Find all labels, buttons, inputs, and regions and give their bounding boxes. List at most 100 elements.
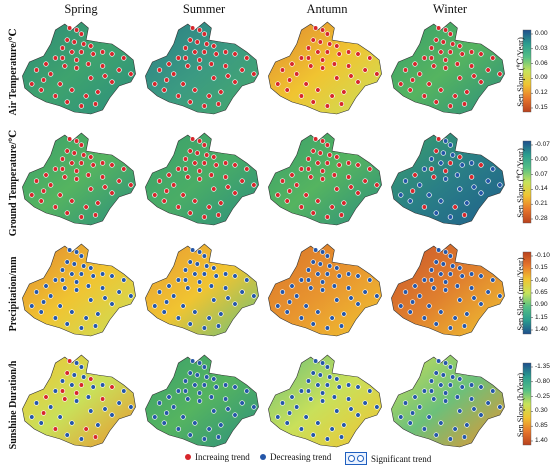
station-marker	[440, 261, 446, 267]
station-marker	[312, 25, 319, 31]
station-marker	[59, 45, 66, 51]
station-marker	[319, 176, 326, 182]
colorbar-1	[522, 140, 532, 224]
station-marker	[59, 277, 66, 283]
station-marker	[166, 172, 172, 178]
station-marker	[355, 412, 361, 418]
station-marker	[345, 49, 352, 55]
station-marker	[175, 388, 182, 394]
station-marker	[244, 166, 250, 172]
station-marker	[208, 172, 215, 178]
station-marker	[452, 204, 458, 210]
station-marker	[289, 172, 295, 178]
station-marker	[452, 93, 458, 99]
station-marker	[485, 178, 491, 184]
station-marker	[312, 136, 319, 142]
station-marker	[324, 364, 331, 370]
station-marker	[156, 289, 163, 295]
station-marker	[59, 55, 66, 61]
station-marker	[196, 176, 203, 182]
station-marker	[187, 370, 193, 376]
station-marker	[305, 378, 312, 384]
station-marker	[239, 289, 245, 295]
colorbar-tick-label: 0.15	[535, 104, 548, 111]
station-marker	[308, 396, 314, 402]
station-marker	[180, 414, 186, 420]
station-marker	[175, 55, 182, 61]
station-marker	[412, 172, 418, 178]
station-marker	[225, 184, 231, 190]
station-marker	[284, 87, 290, 93]
station-marker	[29, 192, 35, 198]
station-marker	[315, 271, 321, 277]
station-marker	[206, 204, 212, 210]
station-marker	[182, 45, 189, 51]
station-marker	[201, 382, 208, 388]
station-marker	[298, 93, 305, 99]
station-marker	[329, 93, 335, 99]
station-marker	[303, 192, 309, 198]
station-marker	[468, 174, 475, 180]
station-marker	[447, 271, 454, 277]
station-marker	[33, 400, 40, 406]
station-marker	[490, 55, 496, 61]
station-marker	[211, 376, 217, 382]
legend-decreasing-label: Decreasing trend	[270, 452, 332, 462]
station-marker	[440, 39, 446, 45]
legend-significant-label: Significant trend	[371, 453, 432, 464]
station-marker	[64, 321, 70, 327]
colorbar-tick-label: 0.09	[535, 74, 548, 82]
station-marker	[457, 186, 463, 192]
station-marker	[468, 160, 475, 166]
station-marker	[38, 309, 44, 315]
station-marker	[196, 279, 203, 285]
station-marker	[468, 63, 475, 69]
station-marker	[334, 408, 340, 414]
station-marker	[319, 360, 326, 366]
station-marker	[187, 99, 193, 105]
station-marker	[121, 55, 127, 61]
station-marker	[121, 277, 127, 283]
station-marker	[312, 358, 319, 364]
station-marker	[490, 388, 496, 394]
station-marker	[62, 63, 68, 69]
station-marker	[206, 426, 212, 432]
station-marker	[194, 39, 200, 45]
station-marker	[196, 360, 203, 366]
station-marker	[83, 315, 89, 321]
station-marker	[454, 394, 461, 400]
station-marker	[43, 61, 49, 67]
station-marker	[201, 142, 208, 148]
station-marker	[409, 77, 416, 83]
station-marker	[71, 150, 77, 156]
station-marker	[201, 436, 208, 442]
station-marker	[294, 71, 300, 77]
map-panel-1-2	[268, 132, 382, 226]
station-marker	[73, 360, 80, 366]
station-marker	[345, 396, 352, 402]
station-marker	[109, 51, 115, 57]
station-marker	[211, 75, 217, 81]
station-marker	[459, 162, 465, 168]
station-marker	[99, 49, 106, 55]
station-marker	[88, 265, 94, 271]
station-marker	[334, 265, 340, 271]
station-marker	[251, 293, 257, 299]
station-marker	[166, 283, 172, 289]
station-marker	[69, 420, 75, 426]
station-marker	[187, 210, 193, 216]
legend-significant: Significant trend	[345, 452, 431, 465]
station-marker	[182, 277, 189, 283]
station-marker	[201, 364, 208, 370]
station-marker	[90, 273, 96, 279]
colorbar-tick-label: 0.85	[535, 422, 548, 430]
station-marker	[73, 398, 80, 404]
station-marker	[305, 45, 312, 51]
station-marker	[48, 293, 54, 299]
station-marker	[310, 370, 316, 376]
legend-increasing-label: Increaing trend	[195, 452, 250, 462]
station-marker	[324, 31, 331, 37]
station-marker	[497, 293, 503, 299]
station-marker	[298, 388, 305, 394]
colorbar-tick-label: 0.00	[535, 30, 548, 37]
